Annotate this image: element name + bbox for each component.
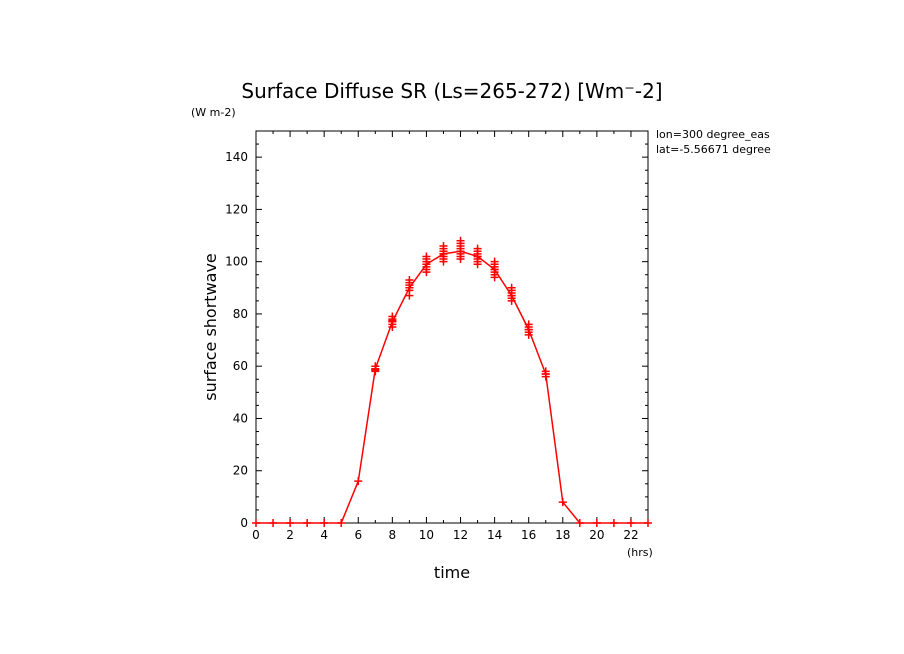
series-point <box>609 519 618 527</box>
lat-annotation: lat=-5.56671 degree <box>656 143 771 156</box>
series-line <box>256 250 648 524</box>
scatter-point <box>439 241 448 250</box>
scatter-point <box>456 236 465 245</box>
y-tick-label: 80 <box>233 307 248 321</box>
x-tick-label: 20 <box>589 528 604 542</box>
scatter-point <box>524 320 533 329</box>
x-tick-label: 8 <box>389 528 397 542</box>
y-tick-label: 60 <box>233 359 248 373</box>
scatter-point <box>405 275 414 284</box>
x-units-label: (hrs) <box>627 546 653 559</box>
scatter-point <box>541 367 550 376</box>
series-point <box>303 519 312 527</box>
y-tick-label: 20 <box>233 464 248 478</box>
series-point <box>575 519 584 527</box>
x-axis-title: time <box>434 563 470 582</box>
series-point <box>252 519 260 527</box>
series-point <box>626 519 635 527</box>
x-tick-label: 18 <box>555 528 570 542</box>
series-point <box>286 519 295 527</box>
scatter-point <box>371 366 380 375</box>
x-tick-label: 0 <box>252 528 260 542</box>
series-point <box>354 477 363 486</box>
series-point <box>592 519 601 527</box>
data-marks <box>252 236 652 527</box>
y-tick-label: 40 <box>233 411 248 425</box>
scatter-point <box>507 283 516 292</box>
y-tick-label: 100 <box>225 255 248 269</box>
y-tick-label: 120 <box>225 202 248 216</box>
x-tick-label: 6 <box>354 528 362 542</box>
series-point <box>337 519 346 527</box>
lon-annotation: lon=300 degree_eas <box>656 128 770 141</box>
scatter-point <box>473 244 482 253</box>
x-tick-label: 16 <box>521 528 536 542</box>
y-axis-title: surface shortwave <box>201 253 220 401</box>
plot-frame <box>255 130 649 524</box>
x-tick-label: 12 <box>453 528 468 542</box>
x-tick-label: 22 <box>623 528 638 542</box>
series-point <box>320 519 329 527</box>
x-tick-label: 4 <box>320 528 328 542</box>
x-tick-label: 10 <box>419 528 434 542</box>
scatter-point <box>490 257 499 266</box>
scatter-point <box>422 252 431 261</box>
y-tick-label: 0 <box>240 516 248 530</box>
ticks-group: 0 2 4 6 8 10 12 14 16 18 20 22 0 20 40 60 80 100 120 140 <box>225 130 649 542</box>
x-tick-label: 2 <box>286 528 294 542</box>
x-tick-label: 14 <box>487 528 502 542</box>
y-units-label: (W m-2) <box>191 106 236 119</box>
series-point <box>644 519 652 527</box>
y-tick-label: 140 <box>225 150 248 164</box>
chart-title: Surface Diffuse SR (Ls=265-272) [Wm⁻-2] <box>241 79 662 103</box>
series-point <box>558 498 567 507</box>
scatter-point <box>388 316 397 325</box>
series-point <box>269 519 278 527</box>
